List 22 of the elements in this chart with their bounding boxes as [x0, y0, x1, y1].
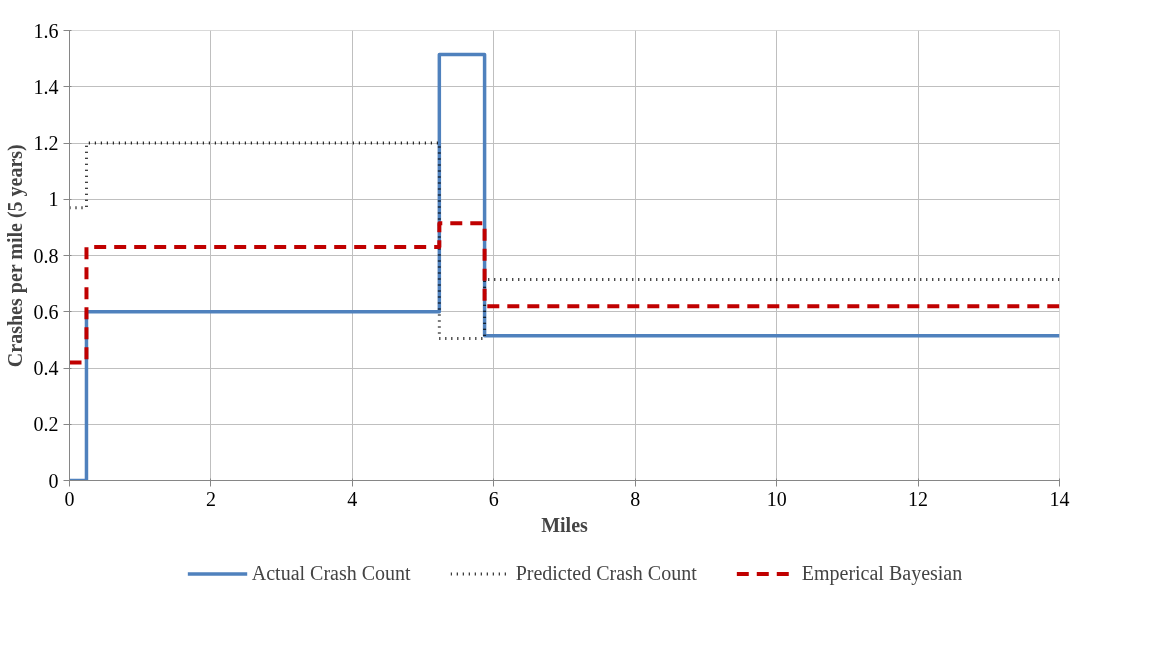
y-tick-label: 0 — [48, 469, 59, 492]
y-tick-label: 1.2 — [33, 132, 59, 154]
y-tick-label: 1.4 — [33, 75, 59, 98]
y-tick-label: 0.8 — [33, 244, 59, 267]
x-tick-label: 10 — [766, 487, 787, 510]
legend-label: Predicted Crash Count — [515, 561, 697, 585]
y-tick-label: 0.2 — [33, 413, 59, 436]
y-tick-label: 1.6 — [33, 19, 59, 42]
x-axis-title: Miles — [541, 513, 589, 536]
y-tick-label: 1 — [48, 188, 59, 211]
y-tick-label: 0.4 — [33, 357, 59, 379]
x-tick-label: 8 — [630, 487, 641, 510]
legend-label: Emperical Bayesian — [801, 561, 963, 585]
y-tick-label: 0.6 — [33, 300, 59, 323]
legend-label: Actual Crash Count — [251, 561, 411, 585]
x-tick-label: 0 — [64, 487, 75, 510]
x-tick-label: 6 — [488, 487, 499, 510]
y-axis-title: Crashes per mile (5 years) — [3, 144, 27, 368]
x-tick-label: 2 — [205, 487, 216, 510]
x-tick-label: 14 — [1049, 487, 1070, 510]
x-tick-label: 4 — [347, 487, 358, 510]
x-tick-label: 12 — [908, 487, 929, 510]
